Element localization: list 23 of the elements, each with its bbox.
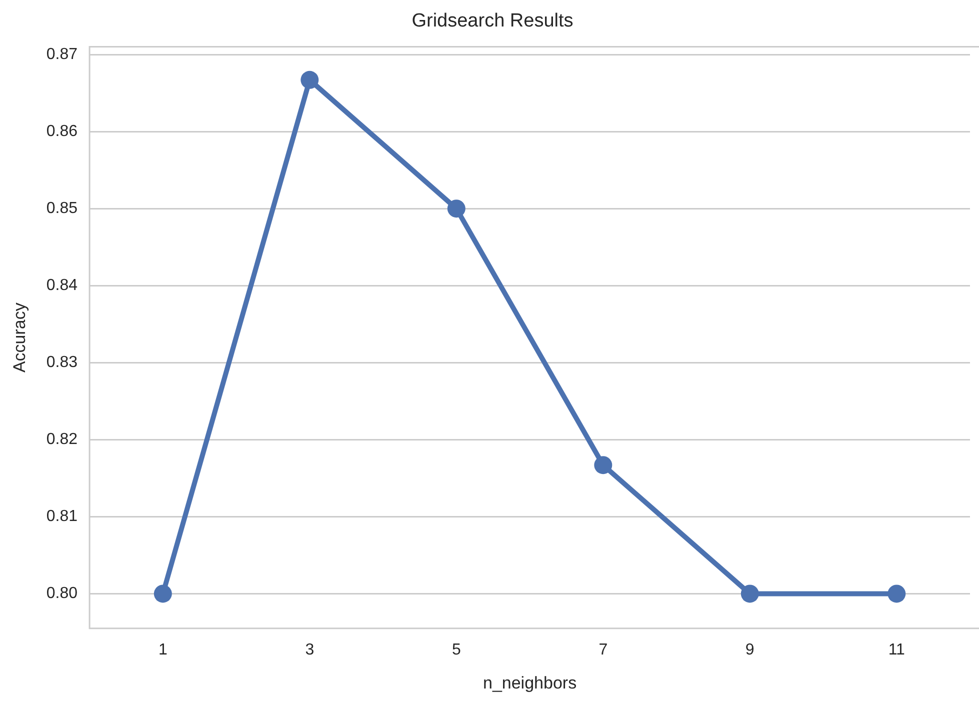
x-axis-title: n_neighbors: [482, 673, 577, 692]
x-tick-label: 11: [888, 641, 906, 658]
y-tick-label: 0.87: [46, 46, 78, 63]
point: [740, 584, 759, 603]
point: [447, 200, 466, 218]
y-tick-label: 0.83: [46, 354, 78, 372]
x-tick-label: 7: [598, 641, 608, 658]
y-tick-label: 0.80: [46, 585, 78, 602]
x-tick-label: 1: [158, 641, 168, 658]
x-tick-label: 5: [452, 641, 461, 658]
y-tick-label: 0.81: [46, 508, 78, 526]
point: [154, 584, 172, 603]
x-tick-label: 9: [745, 641, 754, 658]
point: [594, 456, 612, 474]
chart-title: Gridsearch Results: [412, 10, 574, 32]
point: [888, 584, 906, 603]
y-axis-title: Accuracy: [10, 302, 29, 373]
x-tick-label: 3: [305, 641, 314, 658]
y-tick-label: 0.85: [46, 200, 78, 217]
point: [300, 70, 319, 89]
y-tick-label: 0.82: [46, 431, 78, 448]
y-tick-label: 0.86: [46, 122, 78, 140]
y-tick-label: 0.84: [46, 277, 78, 294]
